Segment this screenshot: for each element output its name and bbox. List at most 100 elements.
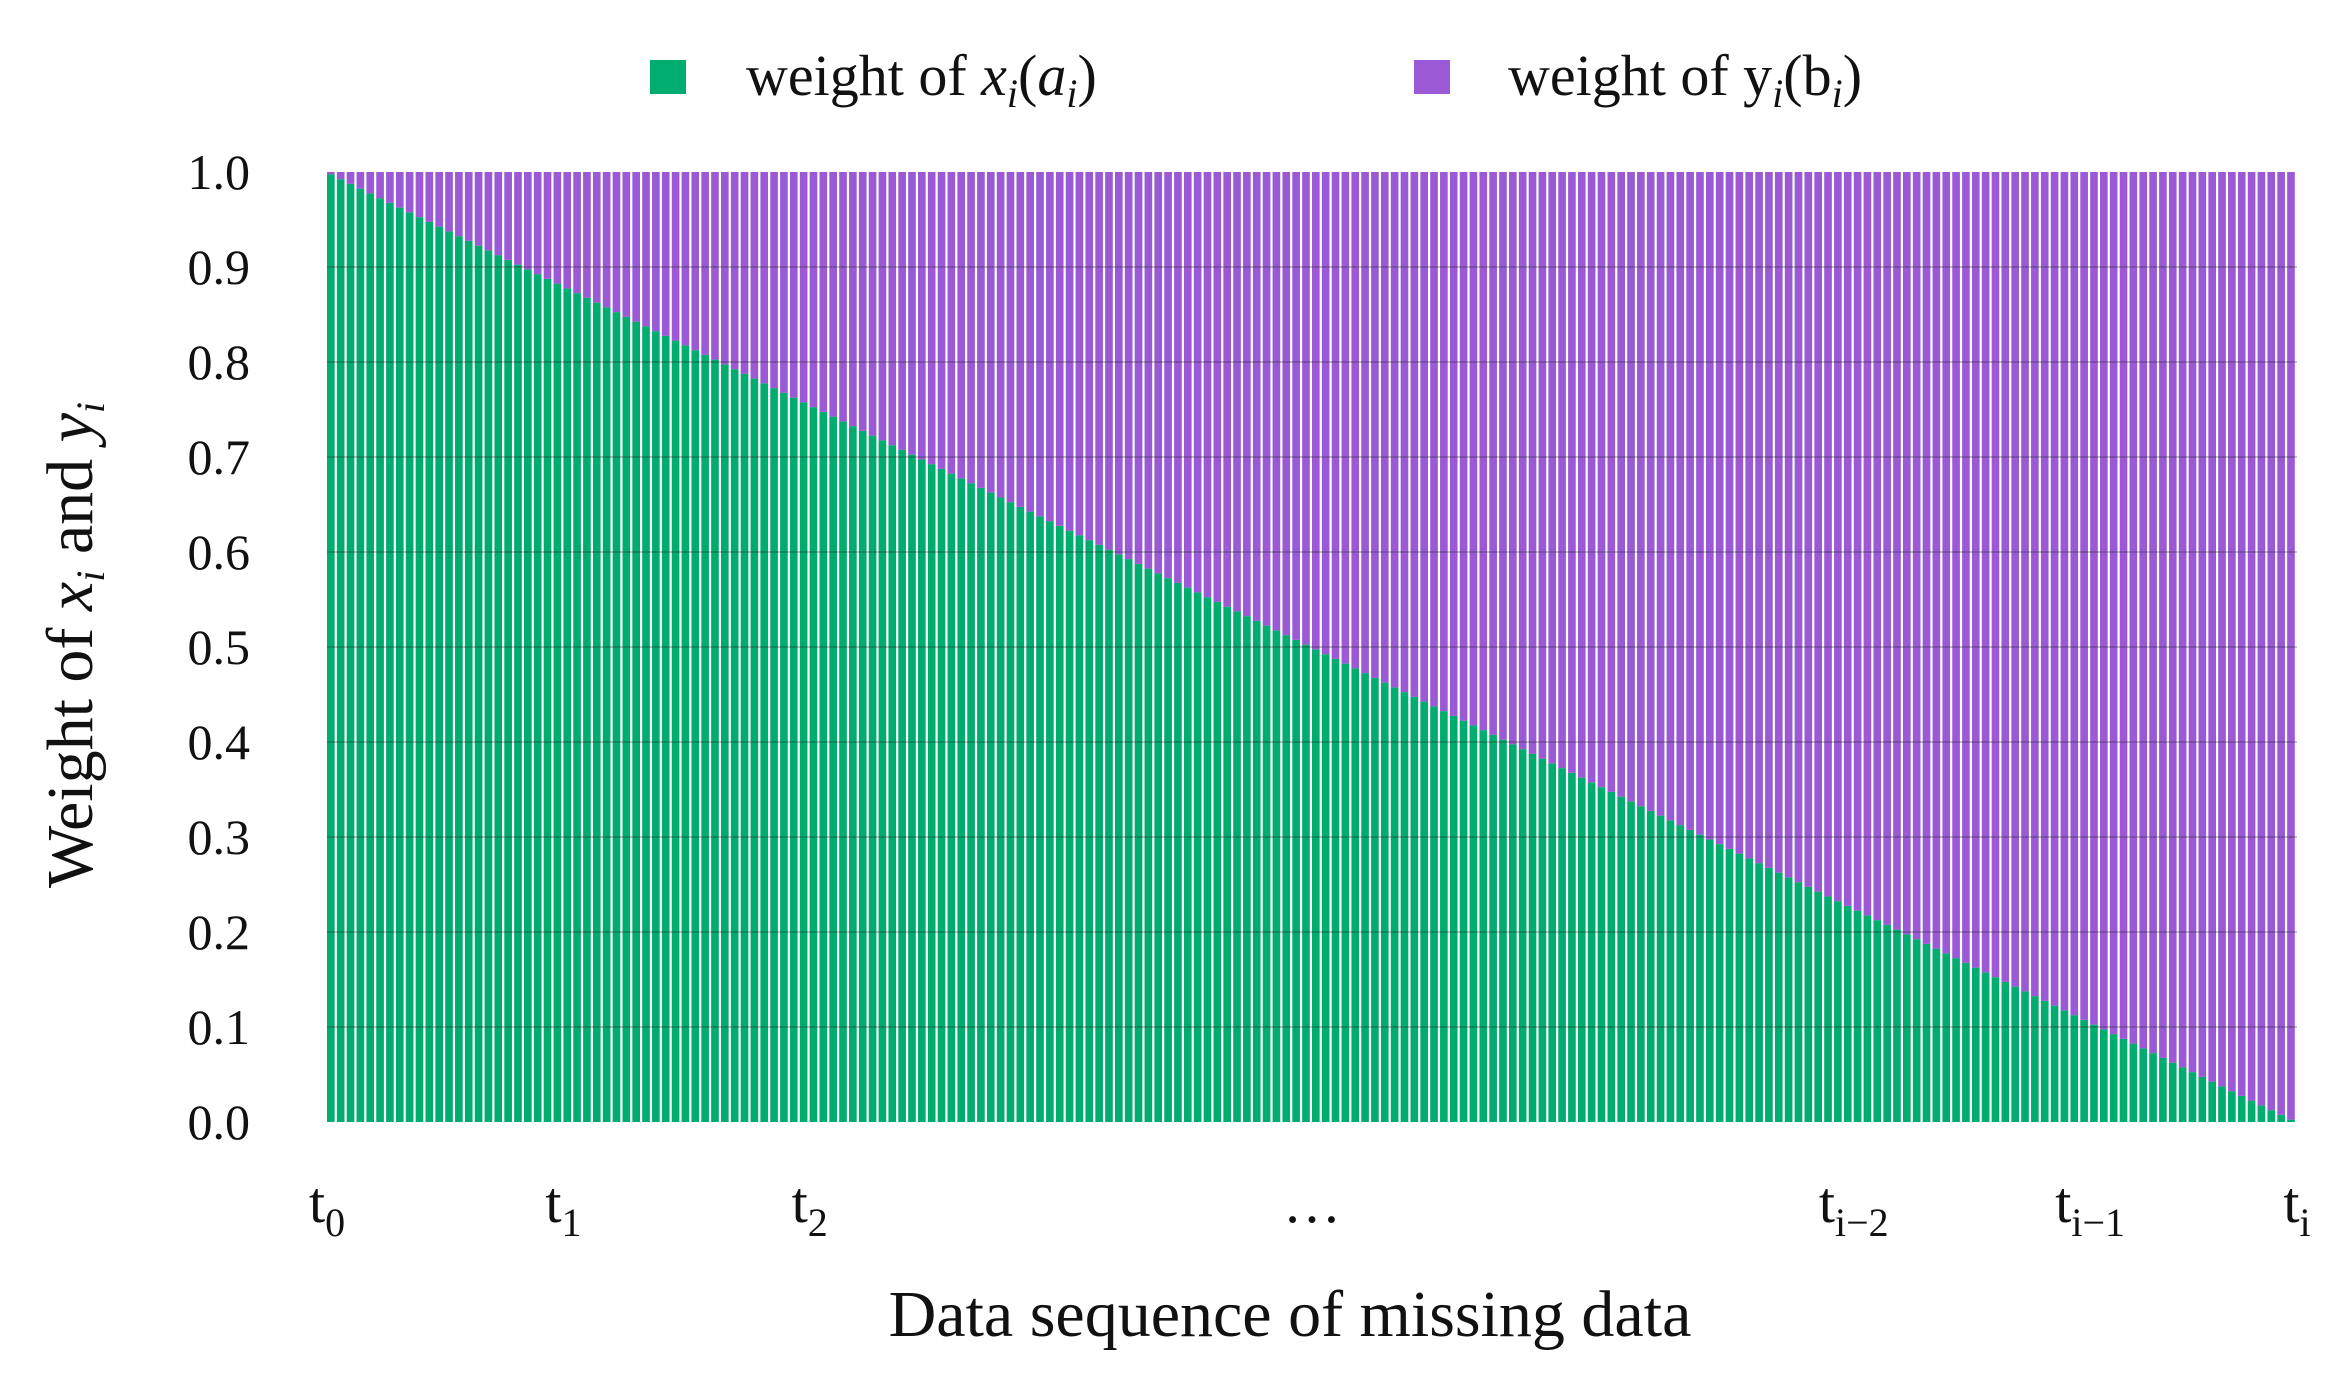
bar-segment-x (1824, 896, 1832, 1123)
bar-segment-y (2277, 172, 2285, 1115)
bar-segment-y (386, 172, 394, 203)
bar-segment-y (563, 172, 572, 289)
bar-segment-y (494, 172, 503, 256)
bar-segment-y (1666, 172, 1675, 821)
bar-segment-y (1627, 172, 1635, 802)
bar-segment-y (1656, 172, 1665, 816)
bar-segment-x (1971, 967, 1980, 1123)
bar-segment-y (1006, 172, 1015, 503)
bar-segment-y (1577, 172, 1586, 778)
bar-segment-x (1361, 673, 1369, 1123)
bar-segment-y (1735, 172, 1744, 854)
bar-segment-y (1302, 172, 1310, 645)
bar-segment-y (1952, 172, 1960, 959)
bar-segment-y (652, 172, 660, 332)
bar-segment-x (1814, 891, 1822, 1123)
bar-segment-x (632, 321, 640, 1123)
bar-segment-y (336, 172, 345, 180)
bar-segment-y (1233, 172, 1241, 612)
bar-segment-x (1420, 701, 1428, 1123)
bar-segment-x (583, 297, 591, 1122)
bar-segment-x (1784, 877, 1793, 1123)
bar-segment-x (1903, 934, 1911, 1123)
legend-label-y-close: ) (1843, 43, 1862, 108)
gridlines (327, 266, 2297, 1028)
bar-segment-x (395, 207, 404, 1123)
bar-segment-x (1804, 886, 1813, 1123)
bar-segment-y (1863, 172, 1872, 916)
y-axis-title-mid: and (34, 442, 107, 570)
bar-segment-y (2198, 172, 2207, 1077)
bar-segment-x (592, 302, 601, 1123)
bar-segment-x (839, 421, 847, 1123)
bar-segment-x (1449, 715, 1458, 1123)
legend-label-x-var: x (980, 43, 1007, 108)
bar-segment-x (386, 202, 394, 1123)
y-tick-label: 0.2 (188, 904, 251, 960)
bar-segment-y (1075, 172, 1084, 536)
bar-segment-x (1026, 511, 1034, 1122)
bar-segment-x (908, 454, 916, 1123)
bar-segment-x (1144, 568, 1153, 1123)
bar-segment-x (1499, 739, 1507, 1123)
y-tick-label: 0.1 (188, 999, 251, 1055)
bar-segment-y (395, 172, 404, 208)
bar-segment-x (1006, 502, 1015, 1122)
bar-segment-y (1115, 172, 1123, 555)
legend-label-x-sub: i (1007, 71, 1018, 116)
bar-segment-y (602, 172, 611, 308)
x-tick-base: t (1819, 1170, 1835, 1235)
bar-segment-y (1065, 172, 1074, 531)
bar-segment-y (1587, 172, 1596, 783)
bar-segment-x (1607, 791, 1616, 1123)
bar-segment-x (2080, 1019, 2088, 1123)
bar-segment-y (1390, 172, 1399, 688)
bar-segment-y (1272, 172, 1281, 631)
bar-segment-x (1105, 549, 1113, 1123)
bar-segment-x (789, 397, 798, 1123)
bar-segment-x (366, 193, 375, 1123)
bar-segment-y (1400, 172, 1409, 693)
bar-segment-y (1105, 172, 1113, 550)
bar-segment-x (661, 335, 670, 1123)
bar-segment-x (1252, 620, 1261, 1123)
x-tick-subscript: i (2300, 1200, 2311, 1245)
bar-segment-y (1784, 172, 1793, 878)
bar-segment-x (2031, 996, 2039, 1123)
bar-segment-x (1696, 834, 1704, 1123)
bar-segment-y (1331, 172, 1340, 659)
bar-segment-y (1873, 172, 1882, 921)
bar-segment-y (1016, 172, 1025, 507)
bar-segment-y (1252, 172, 1261, 621)
bar-segment-y (1558, 172, 1566, 769)
bar-segment-x (1765, 867, 1773, 1123)
bar-segment-y (898, 172, 906, 450)
bar-segment-y (1479, 172, 1488, 731)
bar-segment-y (740, 172, 749, 374)
bar-segment-x (770, 388, 778, 1123)
bar-segment-x (2090, 1024, 2098, 1123)
bar-segment-y (1430, 172, 1438, 707)
bar-segment-y (839, 172, 847, 422)
bar-segment-y (1922, 172, 1931, 944)
bar-segment-x (1430, 706, 1438, 1123)
bar-segment-x (849, 426, 857, 1122)
bar-segment-y (1499, 172, 1507, 740)
bar-segment-y (908, 172, 916, 455)
bar-segment-y (632, 172, 640, 322)
bar-segment-x (474, 245, 483, 1123)
bar-segment-y (2178, 172, 2187, 1068)
bar-segment-y (1134, 172, 1143, 564)
bar-segment-y (1361, 172, 1369, 674)
bar-segment-x (2021, 991, 2029, 1123)
bar-segment-y (1509, 172, 1517, 745)
bar-segment-x (986, 492, 995, 1123)
bar-segment-x (622, 316, 631, 1123)
bar-segment-y (524, 172, 532, 270)
x-tick-base: t (545, 1170, 561, 1235)
bar-segment-y (1568, 172, 1576, 773)
bar-segment-y (1834, 172, 1842, 902)
legend-swatch-y (1414, 60, 1450, 94)
bar-segment-x (1686, 829, 1694, 1123)
legend-label-y-open: ( (1783, 43, 1802, 108)
